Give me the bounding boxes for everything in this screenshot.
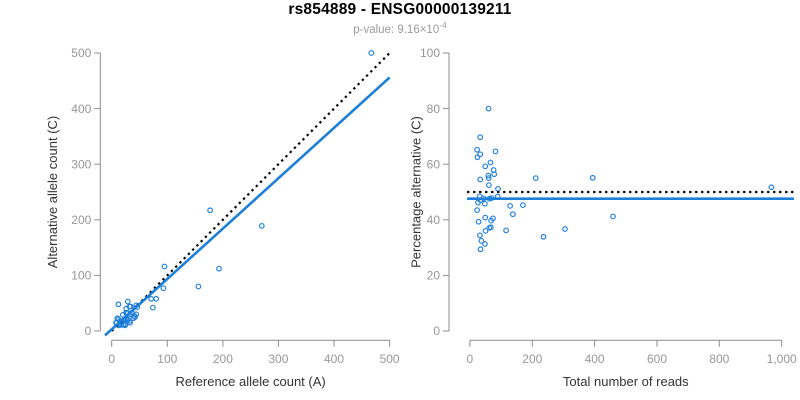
data-point: [486, 182, 492, 188]
x-tick-label: 1,000: [767, 352, 797, 366]
data-point: [520, 202, 526, 208]
data-point: [482, 228, 489, 234]
figure-subtitle: p-value: 9.16×10-4: [0, 20, 800, 36]
data-point: [149, 304, 156, 311]
data-point: [488, 217, 494, 224]
data-point: [258, 223, 265, 229]
data-point: [532, 175, 539, 181]
x-tick-label: 300: [268, 352, 288, 366]
regression-line: [104, 76, 391, 337]
data-point: [477, 134, 484, 141]
right-yaxis-label: Percentage alternative (C): [409, 116, 424, 268]
data-point: [482, 163, 489, 170]
data-point: [540, 233, 547, 240]
data-point: [127, 319, 133, 326]
left-yaxis-label: Alternative allele count (C): [45, 116, 60, 268]
data-point: [195, 283, 202, 290]
y-tick-label: 300: [71, 157, 91, 171]
p-value-exponent: -4: [439, 20, 447, 30]
data-point: [474, 207, 480, 213]
y-tick-label: 80: [427, 102, 441, 116]
y-tick-label: 40: [427, 213, 441, 227]
y-tick-label: 0: [433, 324, 440, 338]
data-point: [474, 154, 481, 161]
data-point: [482, 200, 488, 207]
y-tick-label: 500: [71, 46, 91, 60]
data-point: [562, 226, 568, 232]
y-tick-label: 0: [85, 324, 92, 338]
data-point: [216, 265, 222, 272]
data-point: [610, 213, 616, 220]
data-point: [153, 295, 160, 302]
x-tick-label: 0: [467, 352, 474, 366]
data-point: [495, 186, 501, 192]
x-tick-label: 800: [709, 352, 729, 366]
data-point: [477, 151, 484, 158]
data-point: [148, 295, 155, 302]
figure-title: rs854889 - ENSG00000139211: [288, 1, 512, 18]
x-tick-label: 400: [585, 352, 605, 366]
p-value-text: p-value: 9.16×10: [353, 23, 440, 36]
data-point: [486, 225, 493, 231]
x-tick-label: 200: [213, 352, 233, 366]
x-tick-label: 100: [157, 352, 177, 366]
y-tick-label: 100: [420, 46, 440, 60]
data-point: [160, 285, 167, 292]
data-point: [492, 148, 499, 155]
data-point: [477, 246, 484, 253]
x-tick-label: 400: [324, 352, 344, 366]
data-point: [207, 207, 213, 214]
x-tick-label: 200: [522, 352, 542, 366]
y-tick-label: 400: [71, 102, 91, 116]
data-point: [503, 227, 509, 234]
data-point: [130, 315, 137, 322]
data-point: [487, 159, 494, 166]
data-point: [510, 211, 516, 218]
identity-line: [110, 52, 391, 332]
left-scatter-panel: 0 100 200 300 400 500 0 100 200 300 400 500: [71, 46, 400, 366]
right-xaxis-label: Total number of reads: [563, 374, 689, 389]
data-point: [768, 184, 775, 191]
data-point: [115, 301, 122, 308]
y-tick-label: 200: [71, 213, 91, 227]
right-scatter-panel: 0 20 40 60 80 100 0 200 400 600 800 1,000: [420, 46, 797, 366]
data-point: [478, 238, 485, 244]
data-point: [589, 174, 596, 181]
y-tick-label: 20: [427, 269, 441, 283]
y-tick-label: 60: [427, 157, 441, 171]
data-point: [477, 176, 484, 183]
data-point: [491, 171, 498, 178]
data-point: [474, 146, 480, 153]
data-point: [127, 303, 134, 310]
left-xaxis-label: Reference allele count (A): [175, 374, 325, 389]
data-point: [507, 203, 513, 209]
y-tick-label: 100: [71, 269, 91, 283]
data-point: [368, 50, 375, 56]
data-point: [482, 214, 489, 221]
data-point: [122, 322, 128, 329]
x-tick-label: 0: [108, 352, 115, 366]
data-point: [161, 263, 168, 270]
data-point: [485, 105, 492, 112]
data-point: [485, 175, 492, 181]
data-point: [485, 172, 492, 179]
data-point: [475, 218, 482, 225]
data-point: [482, 241, 488, 247]
x-tick-label: 500: [380, 352, 400, 366]
x-tick-label: 600: [647, 352, 667, 366]
data-point: [477, 232, 483, 239]
data-point: [124, 298, 131, 305]
